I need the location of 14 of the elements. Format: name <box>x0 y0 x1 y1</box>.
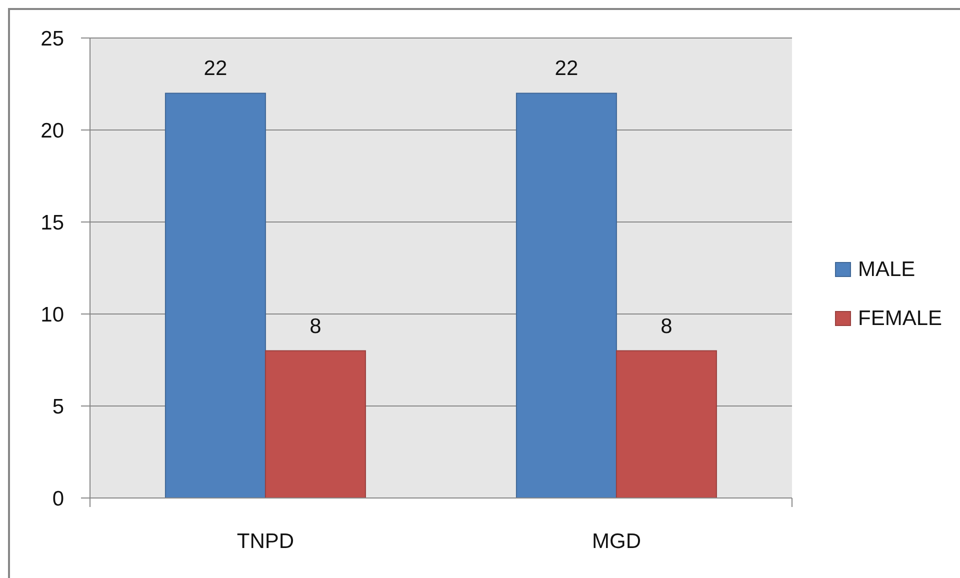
y-tick-label: 20 <box>40 119 64 142</box>
y-tick-label: 25 <box>40 27 64 50</box>
data-label: 22 <box>554 57 578 80</box>
y-tick-label: 15 <box>40 211 64 234</box>
y-tick-label: 0 <box>52 487 64 510</box>
data-label: 22 <box>204 57 228 80</box>
legend-label: MALE <box>858 258 916 282</box>
data-label: 8 <box>310 314 322 338</box>
y-tick-label: 10 <box>40 303 64 326</box>
legend-label: FEMALE <box>858 306 942 330</box>
x-tick-label: TNPD <box>236 530 294 553</box>
data-label: 8 <box>660 314 672 338</box>
y-tick-label: 5 <box>52 395 64 418</box>
x-tick-label: MGD <box>592 530 641 553</box>
